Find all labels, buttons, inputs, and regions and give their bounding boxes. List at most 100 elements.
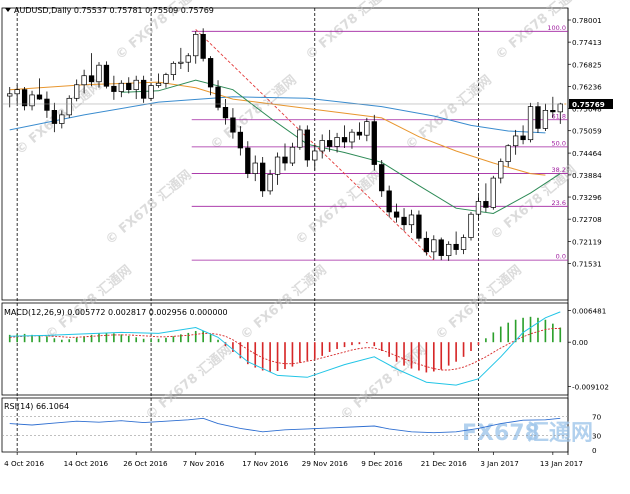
macd-histogram-bar xyxy=(462,342,465,357)
header-dropdown-icon xyxy=(5,8,11,12)
candle-body xyxy=(520,135,526,141)
fib-level-label: 61.8 xyxy=(552,112,566,120)
macd-histogram-bar xyxy=(284,342,286,370)
candle-body xyxy=(319,140,325,152)
candle-body xyxy=(527,106,534,141)
macd-histogram-bar xyxy=(440,342,443,370)
macd-histogram-bar xyxy=(425,342,428,373)
date-tick-label: 13 Jan 2017 xyxy=(540,459,583,468)
watermark-text: © FX678 汇通网 xyxy=(142,342,234,423)
watermark-text: © FX678 汇通网 xyxy=(337,342,429,423)
macd-histogram-bar xyxy=(313,342,316,359)
macd-histogram-bar xyxy=(403,342,405,366)
current-price-label: 0.75769 xyxy=(572,100,605,109)
macd-histogram-bar xyxy=(98,333,100,343)
candle-body xyxy=(29,94,35,107)
macd-histogram-bar xyxy=(150,339,152,343)
macd-histogram-bar xyxy=(246,342,249,365)
fib-level-label: 38.2 xyxy=(552,166,566,174)
price-tick-label: 0.77413 xyxy=(572,38,602,47)
macd-tick-label: 0.00 xyxy=(572,338,588,347)
macd-histogram-bar xyxy=(23,333,26,343)
candle-body xyxy=(535,106,541,129)
candle-body xyxy=(498,161,504,179)
macd-main-line xyxy=(9,311,561,386)
candle-body xyxy=(416,214,422,239)
rsi-tick-label: 70 xyxy=(592,412,602,421)
macd-histogram-bar xyxy=(113,333,115,343)
candle-body xyxy=(312,150,318,161)
candle-body xyxy=(230,117,236,133)
macd-histogram-bar xyxy=(351,342,353,346)
macd-histogram-bar xyxy=(380,342,383,351)
macd-histogram-bar xyxy=(492,332,495,343)
candle-body xyxy=(140,79,147,99)
date-tick-label: 17 Nov 2016 xyxy=(242,459,288,468)
macd-histogram-bar xyxy=(522,317,524,343)
price-tick-label: 0.76236 xyxy=(572,82,602,91)
price-tick-label: 0.78001 xyxy=(572,16,602,25)
macd-histogram-bar xyxy=(135,337,138,343)
macd-histogram-bar xyxy=(276,342,279,371)
candle-body xyxy=(200,33,206,59)
macd-histogram-bar xyxy=(477,342,480,346)
candle-body xyxy=(252,162,258,174)
candle-body xyxy=(379,164,385,192)
macd-histogram-bar xyxy=(499,326,502,343)
macd-histogram-bar xyxy=(254,342,257,368)
axis-labels: 0.78001 0.77413 0.76825 0.76236 0.75648 0.750… xyxy=(4,8,613,468)
watermark-text: © FX678 汇通网 xyxy=(42,262,134,343)
macd-histogram-bar xyxy=(202,330,204,343)
macd-histogram-bar xyxy=(83,336,85,343)
candle-body xyxy=(7,93,13,97)
candle-body xyxy=(59,114,65,124)
macd-histogram-bar xyxy=(410,342,413,369)
ma-fast-line xyxy=(121,79,561,215)
candle-body xyxy=(66,97,72,116)
price-tick-label: 0.75648 xyxy=(572,105,602,114)
candle-body xyxy=(133,79,139,91)
candle-body xyxy=(446,243,452,256)
macd-histogram-bar xyxy=(321,342,324,356)
candle-body xyxy=(14,89,20,95)
panel-frames xyxy=(1,7,569,455)
macd-tick-label: 0.006481 xyxy=(572,307,606,316)
macd-histogram-bar xyxy=(217,339,219,343)
macd-histogram-bar xyxy=(105,332,108,343)
macd-histogram-bar xyxy=(38,335,41,343)
macd-histogram-bar xyxy=(485,338,487,343)
candle-body xyxy=(505,145,511,162)
candle-body xyxy=(438,239,444,256)
macd-header: MACD(12,26,9) 0.005772 0.002817 0.002956… xyxy=(4,308,228,317)
candle-body xyxy=(468,213,474,238)
macd-histogram-bar xyxy=(291,342,294,367)
candle-body xyxy=(431,239,437,253)
candle-body xyxy=(44,98,50,111)
date-tick-label: 3 Jan 2017 xyxy=(480,459,519,468)
candle-body xyxy=(74,84,80,99)
macd-histogram-bar xyxy=(31,334,33,343)
price-tick-label: 0.72708 xyxy=(572,215,602,224)
price-tick-label: 0.76825 xyxy=(572,60,602,69)
macd-histogram-bar xyxy=(90,334,93,343)
fib-level-label: 50.0 xyxy=(552,139,566,147)
macd-histogram-bar xyxy=(432,342,435,372)
candle-body xyxy=(185,55,191,63)
candle-body xyxy=(386,190,392,213)
candle-body xyxy=(51,110,58,124)
date-tick-label: 29 Nov 2016 xyxy=(302,459,348,468)
macd-histogram-bar xyxy=(232,342,234,352)
candle-body xyxy=(155,82,162,86)
macd-histogram-bar xyxy=(239,342,242,359)
macd-panel xyxy=(8,311,562,386)
macd-histogram-bar xyxy=(180,334,182,343)
candle-body xyxy=(237,131,244,149)
macd-histogram-bar xyxy=(559,327,562,343)
candle-body xyxy=(356,131,363,136)
candle-body xyxy=(222,106,229,119)
macd-tick-label: -0.009102 xyxy=(572,383,609,392)
watermark-text: © FX678 汇通网 xyxy=(237,262,329,343)
rsi-tick-label: 0 xyxy=(592,446,597,455)
candle-body xyxy=(215,86,221,108)
